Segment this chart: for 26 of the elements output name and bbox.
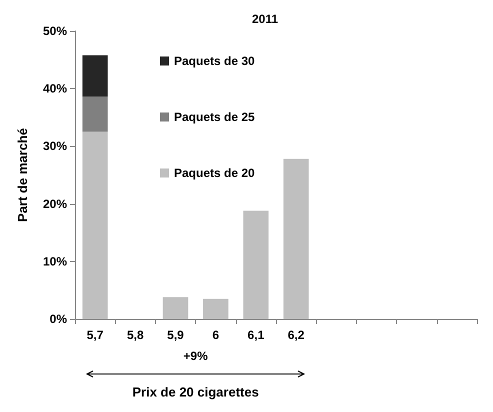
y-tick-label: 0% [50, 312, 68, 326]
x-axis-title: Prix de 20 cigarettes [132, 384, 259, 400]
bar [82, 55, 108, 97]
x-tick-label: 5,8 [126, 328, 144, 342]
legend-label: Paquets de 25 [174, 110, 256, 124]
bar [82, 96, 108, 132]
y-axis-title: Part de marché [15, 128, 30, 222]
legend-label: Paquets de 30 [174, 54, 256, 68]
bar [162, 297, 188, 319]
text: +9% [183, 349, 208, 363]
x-tick-label: 6 [212, 328, 220, 342]
y-tick-label: 50% [42, 24, 68, 38]
y-tick-label: 40% [42, 82, 68, 96]
legend-label: Paquets de 20 [174, 166, 256, 180]
x-tick-label: 5,9 [167, 328, 184, 342]
bar [243, 210, 269, 319]
y-tick-label: 30% [42, 139, 68, 154]
bar [283, 158, 309, 319]
bar [203, 298, 228, 319]
y-tick-label: 10% [42, 254, 68, 268]
x-tick-label: 6,2 [288, 328, 305, 342]
chart-title: 2011 [252, 12, 278, 26]
x-tick-label: 6,1 [248, 328, 265, 342]
bar [82, 132, 108, 319]
y-tick-label: 20% [42, 196, 68, 211]
x-tick-label: 5,7 [86, 328, 104, 342]
